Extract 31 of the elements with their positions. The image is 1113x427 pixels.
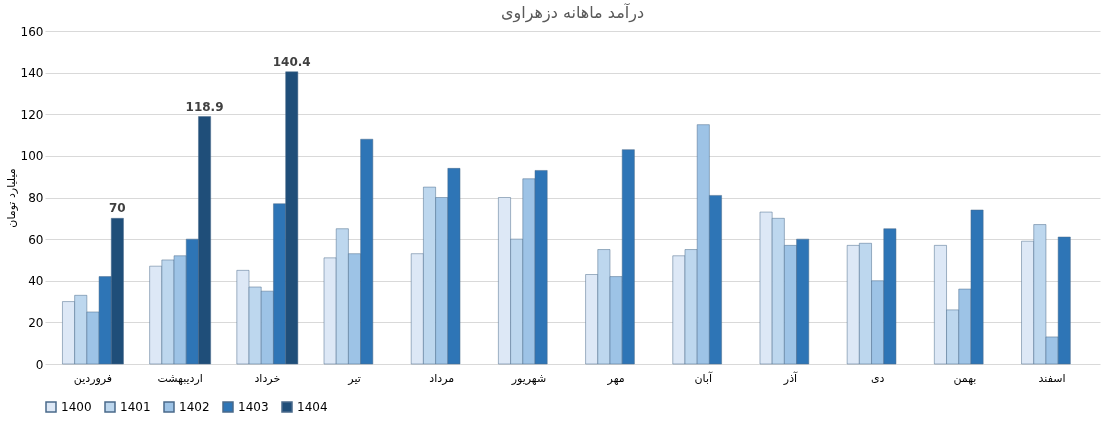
y-tick-label: 140 — [20, 66, 44, 81]
x-tick-label: مرداد — [429, 371, 455, 385]
x-tick-label: بهمن — [953, 371, 977, 385]
data-label: 118.9 — [185, 99, 224, 114]
x-tick-label: خرداد — [254, 371, 281, 385]
y-tick-label: 60 — [28, 232, 44, 247]
x-tick-label: آبان — [694, 370, 713, 385]
y-tick-label: 120 — [20, 107, 44, 122]
legend-label: 1403 — [238, 400, 269, 414]
x-tick-label: دی — [870, 371, 885, 385]
data-label: 70 — [109, 201, 126, 216]
legend-label: 1402 — [179, 400, 210, 414]
x-tick-label: فروردین — [73, 371, 113, 385]
y-tick-label: 100 — [20, 149, 44, 164]
x-tick-label: آذر — [782, 370, 799, 385]
y-axis-title: میلیارد تومان — [4, 168, 18, 228]
x-tick-label: شهریور — [510, 371, 547, 385]
legend-label: 1404 — [297, 400, 328, 414]
x-tick-label: تیر — [347, 371, 361, 385]
x-tick-label: مهر — [606, 371, 625, 385]
y-tick-label: 40 — [28, 274, 44, 289]
y-tick-label: 80 — [28, 191, 44, 205]
x-tick-label: اردیبهشت — [157, 371, 203, 385]
x-tick-label: اسفند — [1038, 371, 1066, 385]
y-tick-label: 0 — [35, 357, 44, 372]
y-tick-label: 160 — [20, 24, 44, 39]
legend-label: 1401 — [120, 400, 151, 414]
y-tick-label: 20 — [28, 315, 44, 330]
legend-label: 1400 — [61, 400, 92, 414]
chart-title: درآمد ماهانه دزهراوی — [500, 3, 645, 23]
data-label: 140.4 — [272, 54, 311, 69]
